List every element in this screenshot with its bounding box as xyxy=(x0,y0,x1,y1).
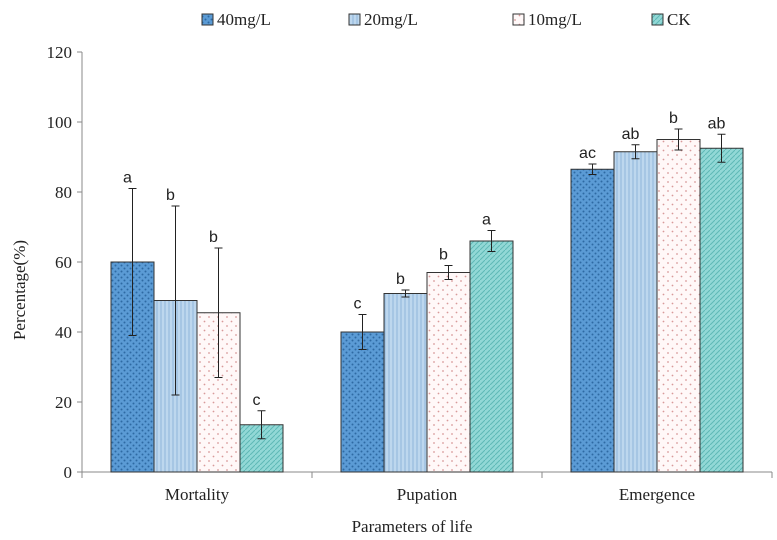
legend-swatch xyxy=(201,13,214,26)
legend-swatch xyxy=(512,13,525,26)
bar xyxy=(613,151,658,473)
y-tick-label: 40 xyxy=(55,323,72,342)
legend-swatch xyxy=(348,13,361,26)
significance-label: ac xyxy=(579,145,596,162)
bar xyxy=(340,331,385,473)
significance-label: ab xyxy=(708,115,726,132)
legend-label: 10mg/L xyxy=(528,10,582,29)
x-tick-label: Mortality xyxy=(165,485,230,504)
y-axis: 0 20 40 60 80 100 120 xyxy=(47,43,83,482)
bar xyxy=(699,147,744,473)
y-tick-label: 80 xyxy=(55,183,72,202)
significance-label: ab xyxy=(622,126,640,143)
y-tick-label: 0 xyxy=(64,463,73,482)
bar xyxy=(469,240,514,473)
significance-label: b xyxy=(209,229,218,246)
x-tick-label: Pupation xyxy=(397,485,458,504)
significance-label: b xyxy=(396,271,405,288)
significance-label: b xyxy=(166,187,175,204)
significance-label: c xyxy=(253,392,261,409)
bar xyxy=(656,139,701,473)
x-tick-label: Emergence xyxy=(619,485,695,504)
bar xyxy=(570,168,615,473)
chart-legend: 40mg/L 20mg/L 10mg/L CK xyxy=(201,10,691,29)
significance-label: b xyxy=(439,247,448,264)
significance-label: a xyxy=(123,170,132,187)
y-tick-label: 60 xyxy=(55,253,72,272)
bar xyxy=(383,293,428,473)
significance-label: c xyxy=(354,296,362,313)
x-axis: Mortality Pupation Emergence xyxy=(81,471,773,504)
legend-label: 20mg/L xyxy=(364,10,418,29)
bar xyxy=(426,272,471,473)
y-tick-label: 100 xyxy=(47,113,73,132)
legend-label: CK xyxy=(667,10,691,29)
y-tick-label: 120 xyxy=(47,43,73,62)
significance-label: b xyxy=(669,110,678,127)
y-tick-label: 20 xyxy=(55,393,72,412)
y-axis-title: Percentage(%) xyxy=(10,240,29,340)
x-axis-title: Parameters of life xyxy=(352,517,473,536)
legend-label: 40mg/L xyxy=(217,10,271,29)
legend-swatch xyxy=(651,13,664,26)
significance-label: a xyxy=(482,212,491,229)
